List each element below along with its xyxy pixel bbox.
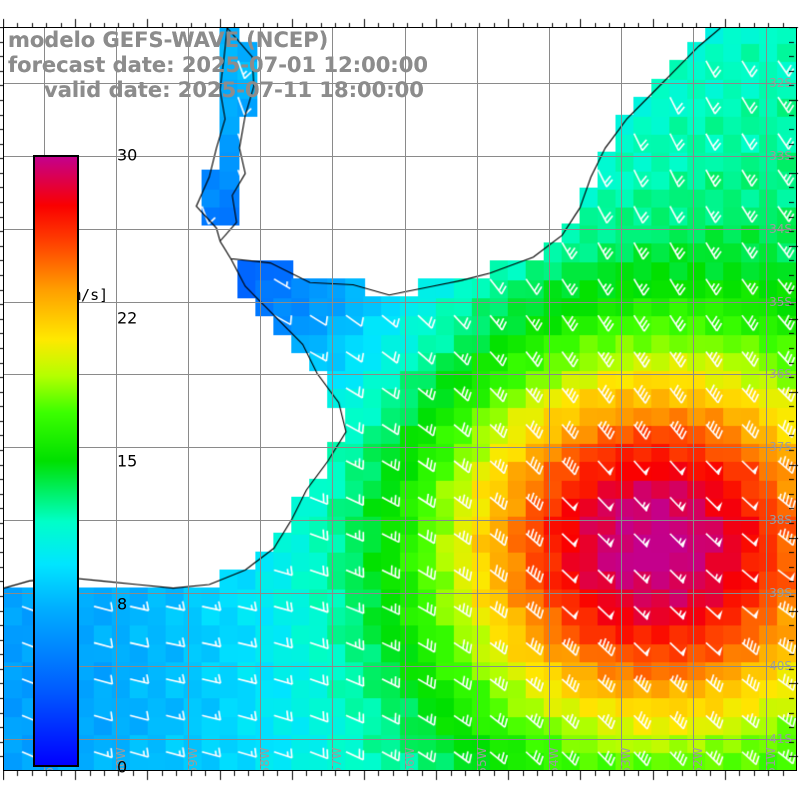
gridline-lat [4, 666, 796, 667]
lon-label-52W: 52W [691, 747, 706, 771]
gridline-lat [4, 520, 796, 521]
lat-label-33S: 33S [769, 148, 792, 163]
colorbar-tick-0: 0 [117, 757, 128, 777]
gridline-lat [4, 447, 796, 448]
lon-label-58W: 58W [258, 747, 273, 771]
gridline-lon [621, 28, 622, 770]
lon-label-54W: 54W [546, 747, 561, 771]
lat-label-40S: 40S [769, 659, 792, 674]
lon-label-51W: 51W [763, 747, 778, 771]
bottom-axis-ticks [3, 771, 797, 781]
colorbar: [m/s] 30 22 15 8 0 [33, 146, 137, 777]
lat-label-38S: 38S [769, 513, 792, 528]
gridline-lon [405, 28, 406, 770]
gridline-lat [4, 302, 796, 303]
colorbar-tick-8: 8 [117, 594, 128, 614]
colorbar-tick-22: 22 [117, 308, 138, 328]
gridline-lon [549, 28, 550, 770]
lon-label-55W: 55W [474, 747, 489, 771]
gridline-lat [4, 739, 796, 740]
gridline-lat [4, 156, 796, 157]
gridline-lon [332, 28, 333, 770]
gridline-lon [766, 28, 767, 770]
gridline-lat [4, 374, 796, 375]
lon-label-59W: 59W [186, 747, 201, 771]
colorbar-tick-15: 15 [117, 451, 138, 471]
gridline-lat [4, 593, 796, 594]
gridline-lon [116, 28, 117, 770]
right-axis-ticks [789, 27, 799, 771]
lat-label-41S: 41S [769, 732, 792, 747]
lon-label-57W: 57W [330, 747, 345, 771]
lat-label-37S: 37S [769, 440, 792, 455]
lon-label-56W: 56W [402, 747, 417, 771]
lat-label-32S: 32S [769, 75, 792, 90]
gridline-lon [260, 28, 261, 770]
lat-label-34S: 34S [769, 221, 792, 236]
gridline-lon [693, 28, 694, 770]
left-axis-ticks [0, 27, 3, 771]
colorbar-gradient [35, 157, 77, 765]
gridline-lat [4, 83, 796, 84]
gridline-lon [188, 28, 189, 770]
gridline-lon [477, 28, 478, 770]
top-axis-ticks [3, 18, 797, 28]
lat-label-36S: 36S [769, 367, 792, 382]
lat-label-39S: 39S [769, 586, 792, 601]
lon-label-53W: 53W [619, 747, 634, 771]
wind-speed-heatmap-canvas [4, 28, 796, 770]
lat-label-35S: 35S [769, 294, 792, 309]
colorbar-box [33, 155, 79, 767]
colorbar-tick-30: 30 [117, 145, 138, 165]
gridline-lat [4, 229, 796, 230]
